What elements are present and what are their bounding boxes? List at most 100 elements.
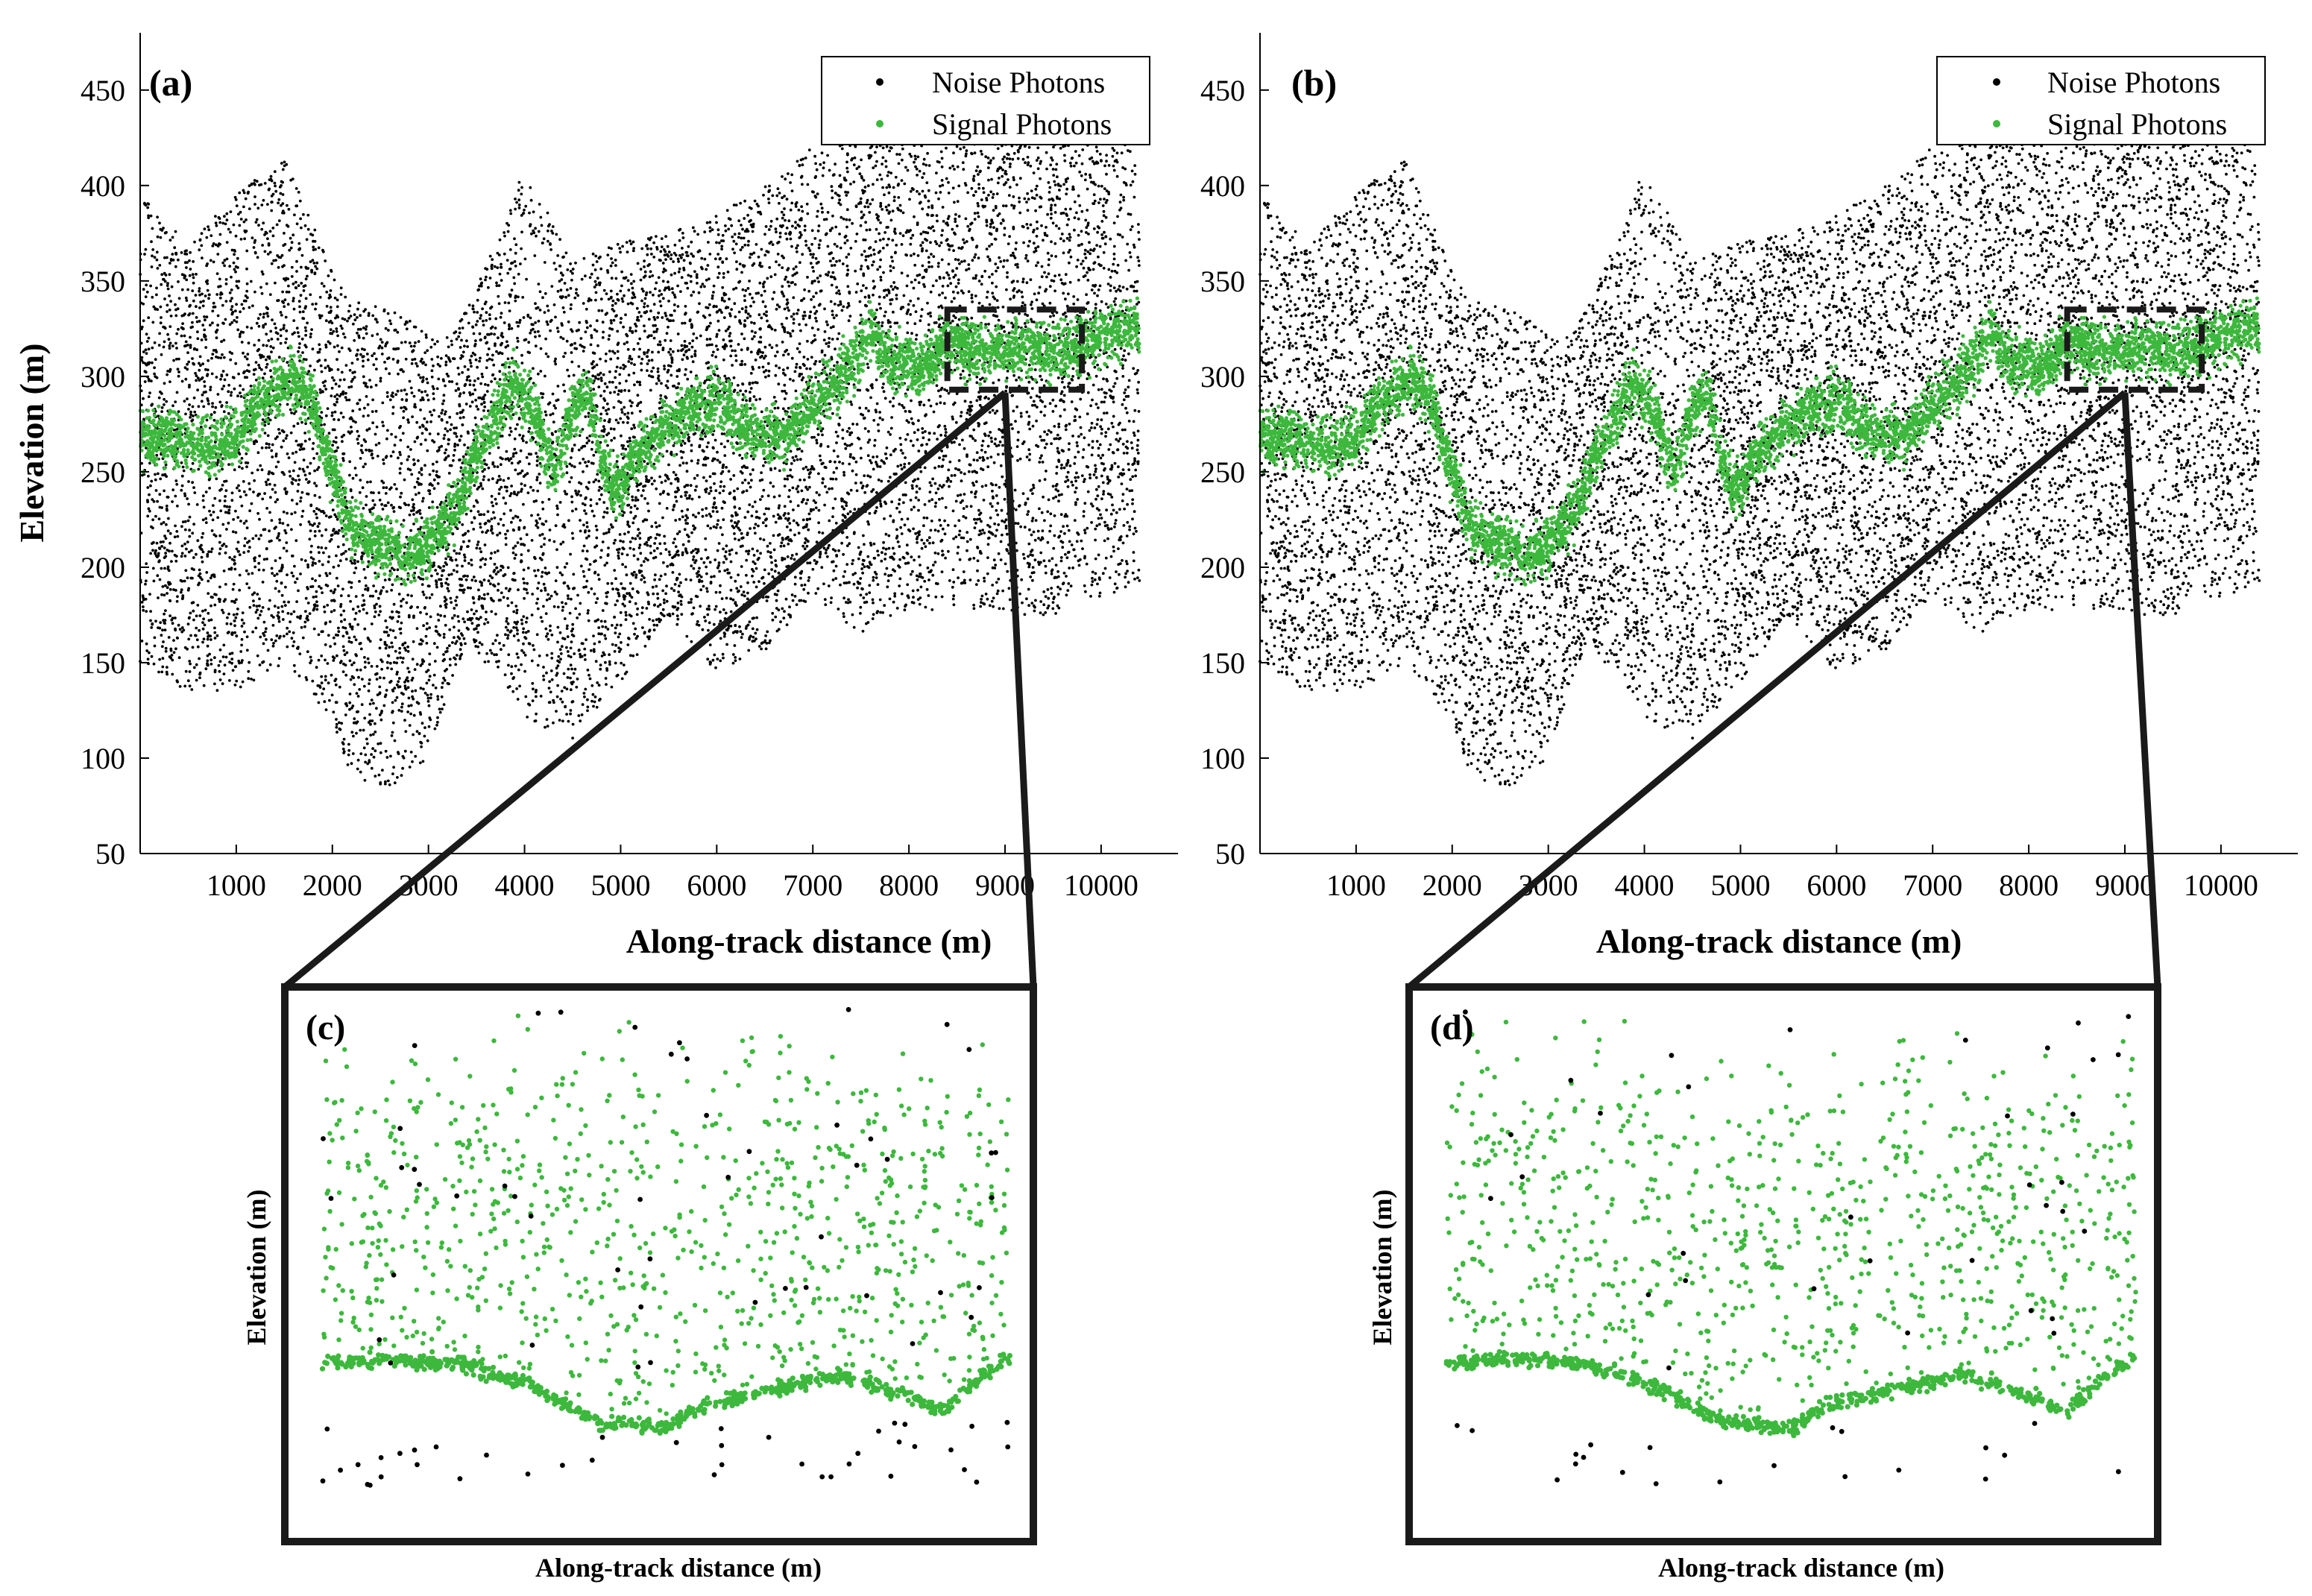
noise-photon [300,266,303,269]
noise-photon [426,349,429,352]
noise-photon [615,419,618,422]
noise-photon [686,497,689,500]
noise-photon [983,577,986,580]
noise-photon [447,443,450,446]
noise-photon [677,332,680,335]
noise-photon [1050,431,1053,434]
noise-photon [901,159,904,162]
noise-photon [586,526,589,529]
noise-photon [533,649,536,652]
noise-photon [1091,399,1094,402]
noise-photon [295,270,298,273]
noise-photon [1108,164,1111,167]
noise-photon [520,622,523,625]
noise-photon [817,280,820,283]
noise-photon [687,245,690,248]
noise-photon [155,294,158,297]
noise-photon [709,227,712,230]
noise-photon [188,403,191,406]
noise-photon [168,338,171,341]
noise-photon [635,573,638,576]
noise-photon [168,614,171,617]
noise-photon [333,346,336,349]
noise-photon [564,490,567,493]
noise-photon [500,648,503,651]
noise-photon [1138,579,1141,582]
noise-photon [987,323,990,326]
noise-photon [767,362,770,365]
noise-photon [714,439,717,442]
noise-photon [922,524,925,527]
noise-photon [490,332,493,335]
noise-photon [855,473,858,476]
noise-photon [388,372,391,375]
noise-photon [985,421,988,424]
noise-photon [903,463,906,466]
noise-photon [1036,394,1039,397]
noise-photon [553,404,556,407]
noise-photon [661,590,664,593]
noise-photon [1065,273,1068,276]
noise-photon [1115,438,1118,441]
noise-photon [169,239,172,242]
noise-photon [1012,252,1015,255]
noise-photon [723,446,726,449]
noise-photon [331,414,334,417]
noise-photon [1136,256,1139,259]
noise-photon [617,421,620,424]
noise-photon [550,595,553,598]
noise-photon [653,337,656,340]
noise-photon [746,592,749,595]
noise-photon [765,310,768,313]
noise-photon [218,242,221,245]
noise-photon [1113,591,1116,594]
noise-photon [476,366,479,369]
noise-photon [971,437,974,440]
noise-photon [459,589,462,592]
noise-photon [353,717,356,720]
noise-photon [872,280,875,283]
noise-photon [723,631,726,634]
noise-photon [784,478,787,481]
noise-photon [942,220,945,223]
noise-photon [601,655,604,657]
noise-photon [962,239,965,242]
noise-photon [340,614,343,616]
noise-photon [872,613,875,616]
noise-photon [318,247,321,250]
noise-photon [857,202,860,205]
noise-photon [882,147,885,150]
noise-photon [432,392,435,395]
noise-photon [644,271,647,274]
noise-photon [511,357,514,360]
noise-photon [595,537,598,540]
noise-photon [1113,221,1116,224]
noise-photon [304,621,307,624]
noise-photon [793,558,796,561]
noise-photon [579,434,582,437]
noise-photon [954,535,957,538]
noise-photon [504,533,507,536]
noise-photon [831,515,834,518]
noise-photon [479,332,482,335]
noise-photon [298,675,301,678]
noise-photon [784,505,787,508]
noise-photon [550,669,553,672]
noise-photon [594,255,597,258]
noise-photon [614,376,617,379]
noise-photon [371,747,374,750]
noise-photon [617,343,620,346]
noise-photon [865,287,868,290]
noise-photon [1090,502,1093,505]
noise-photon [314,494,317,497]
noise-photon [364,754,367,757]
noise-photon [505,537,508,540]
noise-photon [600,493,603,496]
noise-photon [690,532,693,534]
noise-photon [315,513,318,516]
noise-photon [489,649,492,652]
noise-photon [996,192,999,195]
noise-photon [379,647,382,650]
figure: 1000 2000 3000 4000 5000 6000 7000 8000 9000 1000… [0,0,2312,1596]
noise-photon [952,598,955,601]
